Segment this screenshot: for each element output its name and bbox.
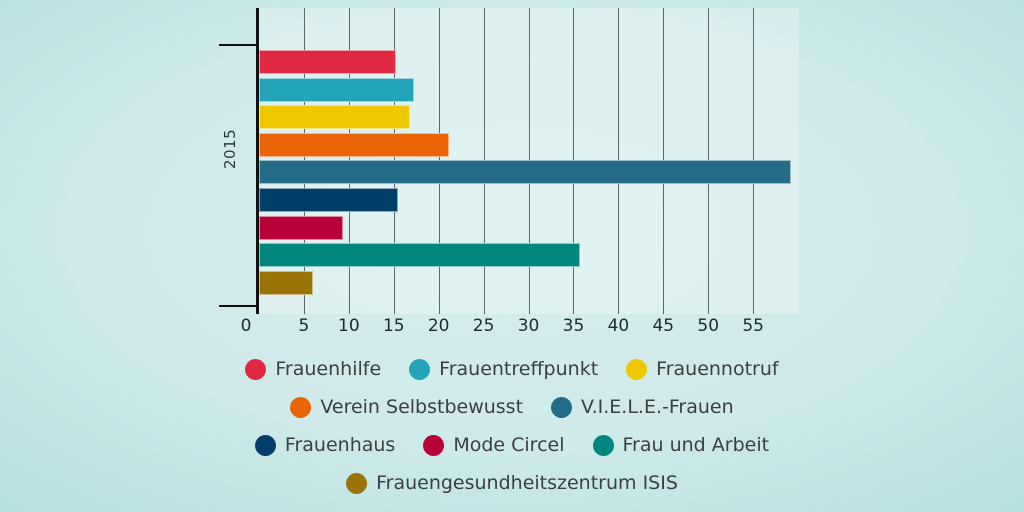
- x-tick-50: 50: [697, 316, 720, 336]
- legend-swatch-icon: [592, 434, 614, 456]
- x-tick-20: 20: [427, 316, 450, 336]
- legend-swatch-icon: [626, 358, 648, 380]
- legend-item[interactable]: Mode Circel: [423, 434, 565, 456]
- plot-area: [259, 8, 799, 314]
- bar-4: [259, 160, 791, 185]
- legend-row-1: Verein Selbstbewusst V.I.E.L.E.-Frauen: [0, 388, 1024, 426]
- x-tick-25: 25: [472, 316, 495, 336]
- legend-row-3: Frauengesundheitszentrum ISIS: [0, 464, 1024, 502]
- legend-item-label: Frau und Arbeit: [622, 434, 770, 456]
- x-tick-10: 10: [338, 316, 360, 336]
- legend-swatch-icon: [245, 358, 267, 380]
- x-tick-0: 0: [240, 316, 252, 336]
- legend-swatch-icon: [346, 472, 368, 494]
- legend-item-label: Frauenhaus: [284, 434, 396, 456]
- legend-item-label: Verein Selbstbewusst: [320, 396, 524, 418]
- x-tick-30: 30: [517, 316, 540, 336]
- legend-item-label: Frauenhilfe: [275, 358, 382, 380]
- x-tick-5: 5: [298, 316, 310, 336]
- bar-2: [259, 105, 410, 130]
- bar-3: [259, 132, 450, 157]
- legend-item[interactable]: Frauenhaus: [254, 434, 396, 456]
- y-axis-tick-bottom: [219, 305, 259, 307]
- legend-row-2: Frauenhaus Mode Circel Frau und Arbeit: [0, 426, 1024, 464]
- legend-item[interactable]: Frauennotruf: [626, 358, 779, 380]
- bar-6: [259, 215, 344, 240]
- legend-item-label: Frauennotruf: [656, 358, 779, 380]
- legend: Frauenhilfe Frauentreffpunkt Frauennotruf V…: [0, 350, 1024, 502]
- x-tick-35: 35: [562, 316, 585, 336]
- bar-0: [259, 50, 397, 74]
- legend-swatch-icon: [409, 358, 431, 380]
- x-tick-45: 45: [652, 316, 675, 336]
- legend-item-label: V.I.E.L.E.-Frauen: [581, 396, 734, 418]
- legend-item[interactable]: V.I.E.L.E.-Frauen: [551, 396, 734, 418]
- y-axis-line: [256, 8, 259, 314]
- y-axis-tick-top: [219, 44, 259, 46]
- legend-swatch-icon: [290, 396, 312, 418]
- legend-item[interactable]: Verein Selbstbewusst: [290, 396, 523, 418]
- legend-item-label: Mode Circel: [453, 434, 565, 456]
- legend-item[interactable]: Frauengesundheitszentrum ISIS: [346, 472, 678, 494]
- legend-swatch-icon: [423, 434, 445, 456]
- legend-item[interactable]: Frau und Arbeit: [592, 434, 770, 456]
- legend-row-0: Frauenhilfe Frauentreffpunkt Frauennotruf: [0, 350, 1024, 388]
- legend-swatch-icon: [551, 396, 573, 418]
- legend-swatch-icon: [254, 434, 276, 456]
- legend-item[interactable]: Frauentreffpunkt: [409, 358, 598, 380]
- legend-item-label: Frauentreffpunkt: [439, 358, 599, 380]
- bar-7: [259, 243, 580, 268]
- x-tick-55: 55: [742, 316, 764, 336]
- x-tick-40: 40: [607, 316, 630, 336]
- bar-8: [259, 270, 313, 295]
- bar-5: [259, 188, 399, 212]
- bar-1: [259, 77, 415, 102]
- legend-item-label: Frauengesundheitszentrum ISIS: [376, 472, 678, 494]
- x-tick-15: 15: [382, 316, 405, 336]
- y-axis-group-label: 2015: [221, 128, 239, 169]
- legend-item[interactable]: Frauenhilfe: [245, 358, 381, 380]
